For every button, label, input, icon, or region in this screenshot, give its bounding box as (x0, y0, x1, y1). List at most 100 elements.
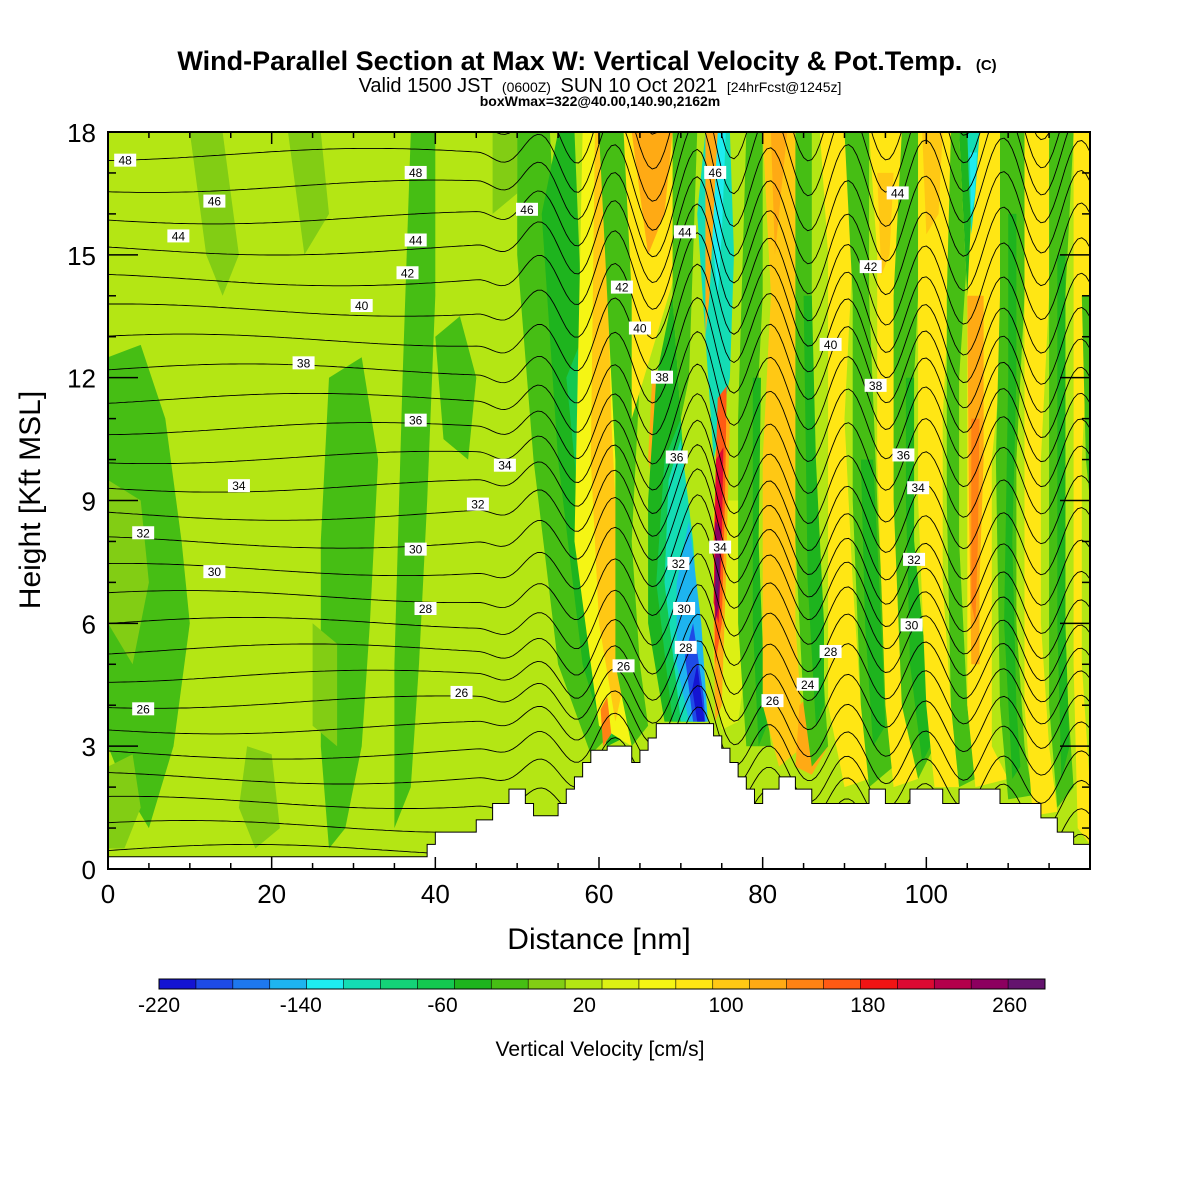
y-tick-label: 0 (82, 855, 96, 885)
contour-label-text: 26 (137, 702, 151, 716)
isentrope-line (108, 613, 1090, 703)
contour-label-box (819, 644, 842, 658)
colorbar-tick-label: 100 (708, 994, 743, 1017)
contour-label: 34 (907, 481, 930, 495)
colorbar-swatch (195, 979, 234, 989)
contour-label-text: 36 (409, 414, 423, 428)
colorbar-swatch (602, 979, 640, 989)
contour-label-text: 36 (897, 448, 911, 462)
contour-label: 36 (404, 413, 427, 428)
contour-label-box (132, 526, 155, 540)
x-tick-label: 60 (585, 879, 614, 909)
contour-label-text: 40 (633, 322, 647, 336)
contour-label-text: 26 (766, 694, 780, 708)
contour-label-text: 28 (679, 641, 693, 655)
contour-label-box (612, 659, 635, 673)
colorbar-swatch (454, 979, 492, 989)
contour-label-text: 34 (713, 541, 727, 555)
contour-label-box (709, 540, 732, 554)
contour-label: 46 (515, 202, 538, 217)
velocity-band (752, 377, 767, 747)
colorbar-swatch (638, 979, 677, 989)
colorbar (158, 978, 1046, 990)
x-tick-label: 20 (257, 879, 286, 909)
colorbar-tick-labels: -220 -140 -60 20 100 180 260 (138, 994, 1027, 1017)
contour-label: 44 (167, 229, 190, 243)
velocity-band (108, 344, 190, 829)
x-tick-label: 40 (421, 879, 450, 909)
axis-ticks (107, 131, 1091, 870)
contour-label-text: 30 (677, 602, 691, 616)
velocity-band (893, 132, 935, 779)
contour-label-box (404, 165, 427, 179)
contour-label-box (404, 542, 427, 556)
isentrope-line (108, 132, 1069, 202)
velocity-band (770, 132, 788, 255)
chart-subtitle: Valid 1500 JST (0600Z) SUN 10 Oct 2021 [… (359, 75, 842, 97)
colorbar-swatch (1008, 979, 1046, 989)
contour-label-text: 44 (172, 229, 186, 243)
isentrope-line (108, 494, 1090, 608)
contour-label-text: 42 (615, 281, 629, 295)
contour-label-box (610, 280, 633, 294)
contour-label: 26 (761, 694, 784, 708)
contour-label-text: 46 (709, 166, 723, 180)
contour-label-text: 28 (824, 645, 838, 659)
isentrope-line (108, 553, 1090, 659)
contour-label-box (350, 299, 373, 313)
velocity-band (803, 295, 824, 726)
vertical-velocity-field (108, 132, 1090, 849)
contour-label-text: 44 (891, 186, 905, 200)
contour-label: 48 (404, 165, 427, 180)
contour-label: 32 (466, 497, 489, 512)
contour-label-text: 44 (678, 225, 692, 239)
colorbar-swatch (159, 979, 197, 989)
contour-label: 40 (350, 299, 373, 313)
isentrope-line (108, 176, 1090, 296)
isentrope-line (108, 685, 1090, 785)
x-axis-label: Distance [nm] (507, 923, 690, 956)
contour-label-box (466, 497, 489, 511)
contour-label-text: 34 (232, 479, 246, 493)
colorbar-swatch (528, 979, 566, 989)
contour-label: 32 (903, 552, 926, 567)
isentrope-line (108, 522, 1090, 634)
isentrope-line (108, 584, 1090, 682)
contour-label-text: 28 (419, 602, 433, 616)
contour-label-box (761, 694, 784, 708)
contour-label: 32 (132, 526, 155, 540)
contour-label: 28 (674, 640, 697, 655)
contour-label: 38 (292, 356, 315, 370)
velocity-band (108, 754, 141, 849)
contour-label: 24 (796, 677, 819, 692)
colorbar-swatch (565, 979, 603, 989)
contour-label-box (886, 186, 909, 200)
contour-label-box (404, 233, 427, 247)
velocity-band (1024, 132, 1058, 816)
y-tick-label: 15 (67, 241, 96, 271)
contour-label-text: 34 (498, 459, 512, 473)
colorbar-swatch (934, 979, 972, 989)
contour-label-text: 30 (409, 543, 423, 557)
colorbar-frame (158, 978, 1046, 990)
colorbar-tick-label: 180 (850, 994, 885, 1017)
contour-label-box (859, 260, 882, 274)
contour-label: 48 (114, 153, 137, 168)
isentrope-line (108, 363, 1090, 465)
contour-label-box (673, 602, 696, 616)
plot-area: 48 48 46 46 46 44 44 44 44 42 42 42 40 40 40 38 38 38 36 36… (108, 132, 1090, 869)
contour-label: 28 (414, 602, 437, 616)
colorbar-swatch (860, 979, 898, 989)
contour-label-text: 40 (824, 338, 838, 352)
velocity-band (435, 316, 477, 460)
contour-label-box (673, 225, 696, 239)
colorbar-swatch (232, 979, 271, 989)
y-tick-label: 6 (82, 609, 96, 639)
contour-labels: 48 48 46 46 46 44 44 44 44 42 42 42 40 40 40 38 38 38 36 36… (114, 153, 930, 716)
contour-label-box (404, 413, 427, 427)
contour-label: 36 (665, 450, 688, 465)
terrain-mask (108, 723, 1090, 869)
contour-label-box (493, 458, 516, 472)
isentrope-line (108, 393, 1090, 494)
contour-label-text: 42 (401, 266, 415, 280)
